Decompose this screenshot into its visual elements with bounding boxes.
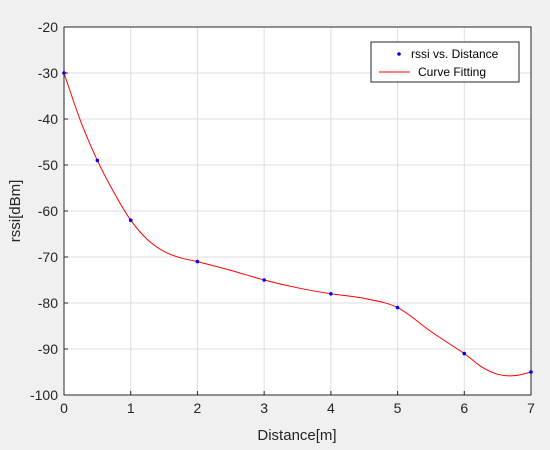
data-point [329,292,333,296]
y-axis: -100 -90 -80 -70 -60 -50 -40 -30 -20 [30,19,68,403]
legend: rssi vs. Distance Curve Fitting [370,41,520,83]
y-tick-label: -40 [38,111,58,127]
legend-label-curve: Curve Fitting [418,65,486,79]
y-tick-label: -50 [38,157,58,173]
x-axis-label: Distance[m] [257,427,336,444]
y-tick-label: -20 [38,19,58,35]
data-point [95,158,100,163]
data-point [395,305,400,310]
y-tick-label: -100 [30,387,58,403]
x-tick-label: 6 [460,400,468,416]
x-tick-label: 1 [127,400,135,416]
x-tick-label: 4 [327,400,335,416]
y-tick-label: -90 [38,341,58,357]
y-tick-label: -80 [38,295,58,311]
legend-label-rssi: rssi vs. Distance [411,47,499,61]
data-point [62,71,66,75]
y-tick-label: -60 [38,203,58,219]
y-axis-label: rssi[dBm] [7,180,24,243]
x-axis: 0 1 2 3 4 5 6 7 [60,391,535,416]
y-tick-label: -30 [38,65,58,81]
legend-marker-icon [397,52,401,56]
x-tick-label: 0 [60,400,68,416]
data-point [462,351,467,356]
legend-box [370,41,520,83]
data-point [262,278,266,282]
x-tick-label: 7 [527,400,535,416]
y-tick-label: -70 [38,249,58,265]
data-point [195,259,200,264]
x-tick-label: 3 [260,400,268,416]
x-tick-label: 2 [194,400,202,416]
x-tick-label: 5 [394,400,402,416]
data-point [529,370,533,374]
data-point [128,218,133,222]
series-layer [62,71,533,377]
